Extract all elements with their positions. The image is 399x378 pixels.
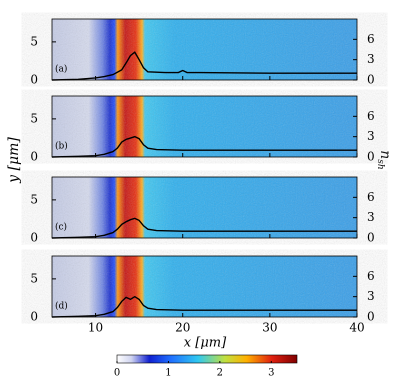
colorbar (116, 354, 298, 364)
y-tick-label: 0 (30, 150, 38, 164)
panel-label: (b) (55, 141, 68, 152)
plot-frame (51, 255, 358, 318)
y2-tick-label: 0 (367, 73, 375, 87)
y-tick-label: 5 (30, 192, 38, 206)
y2-tick-label: 6 (367, 32, 375, 46)
y2-tick-label: 6 (367, 190, 375, 204)
y2-tick-label: 6 (367, 109, 375, 123)
y2-axis-label-main: n (377, 150, 393, 159)
heatmap-texture (52, 177, 357, 238)
x-tick-label: 10 (88, 321, 103, 335)
y-tick-label: 5 (30, 34, 38, 48)
y2-tick-label: 0 (367, 231, 375, 245)
panel-label: (c) (55, 222, 67, 233)
profile-line (51, 51, 357, 81)
colorbar-tick-label: 3 (268, 368, 274, 378)
colorbar-tick-label: 0 (114, 368, 120, 378)
profile-line (51, 135, 357, 158)
heatmap-texture (52, 19, 357, 80)
y2-tick-label: 6 (367, 269, 375, 283)
colorbar-tick-label: 1 (165, 368, 171, 378)
x-tick-label: 30 (262, 321, 277, 335)
y2-axis-label: nsh (376, 150, 394, 169)
colorbar-tick-label: 2 (217, 368, 223, 378)
y-tick-label: 0 (30, 73, 38, 87)
y-axis-label: y [μm] (6, 137, 22, 184)
panel-label: (a) (55, 64, 67, 75)
profile-line (51, 217, 357, 239)
heatmap-texture (52, 96, 357, 157)
x-tick-label: 20 (175, 321, 190, 335)
y2-tick-label: 3 (367, 210, 375, 224)
y-tick-label: 5 (30, 271, 38, 285)
x-axis-label: x [μm] (184, 336, 227, 351)
profile-line (51, 295, 357, 318)
y2-tick-label: 3 (367, 129, 375, 143)
y2-tick-label: 0 (367, 150, 375, 164)
y2-tick-label: 3 (367, 52, 375, 66)
y2-tick-label: 3 (367, 289, 375, 303)
y-tick-label: 5 (30, 111, 38, 125)
y-tick-label: 0 (30, 231, 38, 245)
panel-label: (d) (55, 301, 68, 312)
heatmap-texture (52, 256, 357, 317)
plot-frame (51, 95, 358, 158)
plot-frame (51, 176, 358, 239)
x-tick-label: 40 (349, 321, 364, 335)
y2-tick-label: 0 (367, 310, 375, 324)
plot-frame (51, 18, 358, 81)
y-tick-label: 0 (30, 310, 38, 324)
y2-axis-label-sub: sh (376, 159, 386, 169)
